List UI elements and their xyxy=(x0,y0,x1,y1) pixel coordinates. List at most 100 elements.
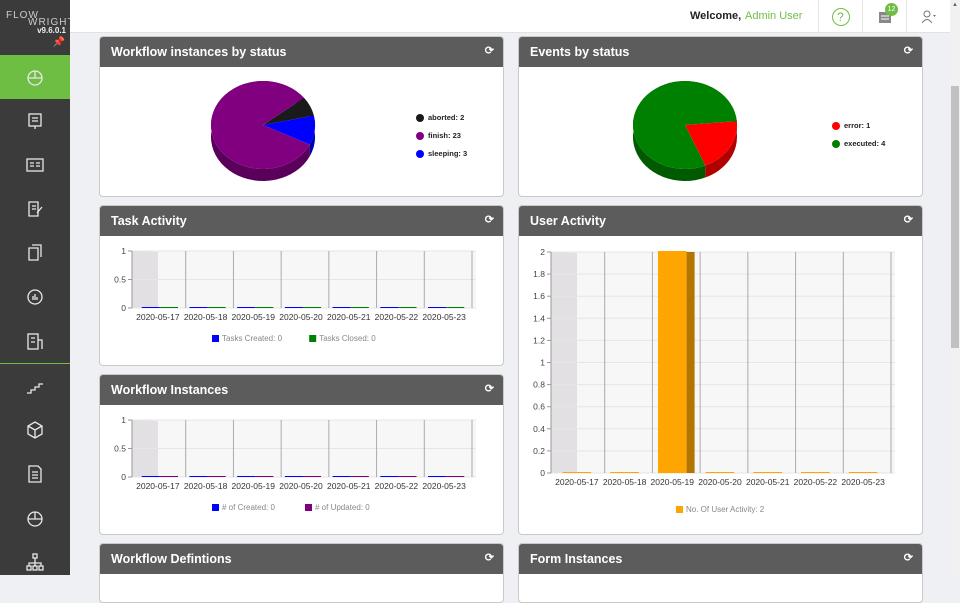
bar[interactable] xyxy=(380,307,399,308)
bar[interactable] xyxy=(284,476,303,477)
form-instances-panel: Form Instances ⟳ xyxy=(518,543,923,603)
help-button[interactable]: ? xyxy=(818,0,862,33)
sidebar-item[interactable] xyxy=(0,408,70,452)
refresh-icon[interactable]: ⟳ xyxy=(903,552,913,564)
sidebar-item[interactable] xyxy=(0,319,70,363)
bar[interactable] xyxy=(350,307,369,308)
legend-item[interactable]: aborted: 2 xyxy=(416,113,464,122)
legend-item[interactable]: sleeping: 3 xyxy=(416,149,467,158)
bar[interactable] xyxy=(801,472,830,473)
pin-icon[interactable]: 📌 xyxy=(52,37,65,48)
pie-slice[interactable] xyxy=(263,97,314,125)
bar[interactable] xyxy=(350,476,369,477)
sidebar-item[interactable] xyxy=(0,496,70,540)
sidebar-item[interactable] xyxy=(0,231,70,275)
bar[interactable] xyxy=(189,476,208,477)
legend-item[interactable]: finish: 23 xyxy=(416,131,461,140)
legend-label[interactable]: No. Of User Activity: 2 xyxy=(686,505,765,514)
panel-title: Workflow Instances xyxy=(111,383,229,397)
inbox-icon xyxy=(878,11,891,23)
panel-title: User Activity xyxy=(530,214,606,228)
bar[interactable] xyxy=(255,307,274,308)
y-tick-label: 1.6 xyxy=(533,291,545,301)
bar[interactable] xyxy=(398,307,417,308)
sidebar-item[interactable] xyxy=(0,187,70,231)
bar[interactable] xyxy=(753,472,783,473)
bar[interactable] xyxy=(159,476,178,477)
legend-item[interactable]: error: 1 xyxy=(832,121,870,130)
bar[interactable] xyxy=(332,476,351,477)
steps-icon xyxy=(27,383,43,394)
pie-slice-side xyxy=(705,121,737,178)
bar[interactable] xyxy=(657,251,687,473)
bar[interactable] xyxy=(428,476,447,477)
bar[interactable] xyxy=(848,472,878,473)
y-tick-label: 0.5 xyxy=(114,444,126,454)
x-tick-label: 2020-05-17 xyxy=(136,312,180,322)
bar[interactable] xyxy=(207,307,226,308)
refresh-icon[interactable]: ⟳ xyxy=(903,214,913,226)
pie-slice[interactable] xyxy=(263,115,315,145)
events-status-panel: Events by status ⟳ error: 1 executed: 4 xyxy=(518,36,923,197)
bar[interactable] xyxy=(303,307,322,308)
bar[interactable] xyxy=(562,472,592,473)
version-label: v9.6.0.1 xyxy=(37,26,66,35)
bar[interactable] xyxy=(398,476,417,477)
bar[interactable] xyxy=(303,476,322,477)
bar[interactable] xyxy=(237,476,256,477)
sidebar-item[interactable] xyxy=(0,452,70,496)
refresh-icon[interactable]: ⟳ xyxy=(484,45,494,57)
sidebar-item[interactable] xyxy=(0,99,70,143)
bar[interactable] xyxy=(159,307,178,308)
legend-label: executed: 4 xyxy=(844,139,886,148)
x-tick-label: 2020-05-19 xyxy=(232,481,276,491)
refresh-icon[interactable]: ⟳ xyxy=(484,552,494,564)
bar[interactable] xyxy=(446,476,465,477)
legend-swatch xyxy=(305,504,312,511)
legend-item[interactable]: executed: 4 xyxy=(832,139,885,148)
bar[interactable] xyxy=(141,476,160,477)
legend-label[interactable]: # of Created: 0 xyxy=(222,503,275,512)
scrollbar[interactable]: ▲ xyxy=(950,0,960,575)
bar[interactable] xyxy=(446,307,465,308)
scroll-up-icon[interactable]: ▲ xyxy=(952,2,958,8)
refresh-icon[interactable]: ⟳ xyxy=(484,383,494,395)
bar[interactable] xyxy=(207,476,226,477)
bar[interactable] xyxy=(428,307,447,308)
y-tick-label: 1.4 xyxy=(533,313,545,323)
bar-chart: 0 0.2 0.4 0.6 0.8 1 1.2 1.4 1.6 1.8 2 2020-05-17 202… xyxy=(533,247,895,514)
legend-swatch xyxy=(676,506,683,513)
bar[interactable] xyxy=(237,307,256,308)
sidebar-item[interactable] xyxy=(0,540,70,584)
bar[interactable] xyxy=(141,307,160,308)
pie-slice[interactable] xyxy=(211,81,310,169)
y-tick-label: 0 xyxy=(540,468,545,478)
scroll-thumb[interactable] xyxy=(951,86,959,348)
legend-label[interactable]: # of Updated: 0 xyxy=(315,503,370,512)
sidebar-item[interactable] xyxy=(0,143,70,187)
bar[interactable] xyxy=(255,476,274,477)
pie-slice[interactable] xyxy=(685,121,737,166)
edit-document-icon xyxy=(28,201,43,217)
bar[interactable] xyxy=(380,476,399,477)
bar[interactable] xyxy=(332,307,351,308)
bar[interactable] xyxy=(705,472,735,473)
bar[interactable] xyxy=(189,307,208,308)
sidebar-item[interactable] xyxy=(0,275,70,319)
pie-slice[interactable] xyxy=(633,81,737,170)
legend-label[interactable]: Tasks Closed: 0 xyxy=(319,334,376,343)
refresh-icon[interactable]: ⟳ xyxy=(484,214,494,226)
refresh-icon[interactable]: ⟳ xyxy=(903,45,913,57)
user-name[interactable]: Admin User xyxy=(745,10,803,22)
user-menu-button[interactable] xyxy=(906,0,950,33)
user-activity-panel: User Activity ⟳ 0 0.2 0.4 0.6 0.8 1 1.2 1.4 1.6 1.… xyxy=(518,205,923,535)
sidebar-item[interactable] xyxy=(0,364,70,408)
bar[interactable] xyxy=(284,307,303,308)
sidebar-item[interactable] xyxy=(0,55,70,99)
panel-title: Workflow Defintions xyxy=(111,552,232,566)
bar[interactable] xyxy=(610,472,639,473)
notifications-button[interactable]: 12 xyxy=(862,0,906,33)
legend-label[interactable]: Tasks Created: 0 xyxy=(222,334,283,343)
legend-pie-icon xyxy=(416,113,424,122)
